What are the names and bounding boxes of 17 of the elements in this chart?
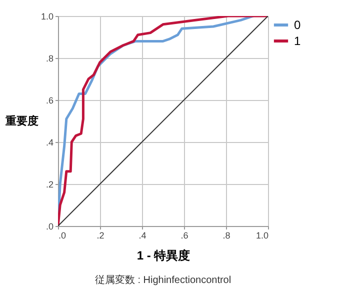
y-tick-label: 1.0 [40, 12, 54, 22]
y-tick-label: .6 [46, 96, 54, 106]
x-axis-title: 1 - 特異度 [136, 248, 190, 262]
legend-label: 1 [294, 34, 301, 48]
y-tick-label: .8 [46, 54, 54, 64]
x-tick-label: .6 [180, 230, 188, 240]
x-tick-label: .0 [58, 230, 66, 240]
y-tick-label: .4 [46, 138, 54, 148]
y-tick-label: .2 [46, 180, 54, 190]
x-tick-label: .2 [96, 230, 104, 240]
y-axis-title: 重要度 [4, 114, 38, 128]
legend-label: 0 [294, 18, 301, 32]
x-tick-label: .4 [138, 230, 146, 240]
x-tick-label: .8 [222, 230, 230, 240]
x-tick-label: 1.0 [256, 230, 268, 240]
text: 従属変数 : Highinfectioncontrol [94, 274, 232, 286]
y-tick-label: .0 [46, 222, 54, 232]
